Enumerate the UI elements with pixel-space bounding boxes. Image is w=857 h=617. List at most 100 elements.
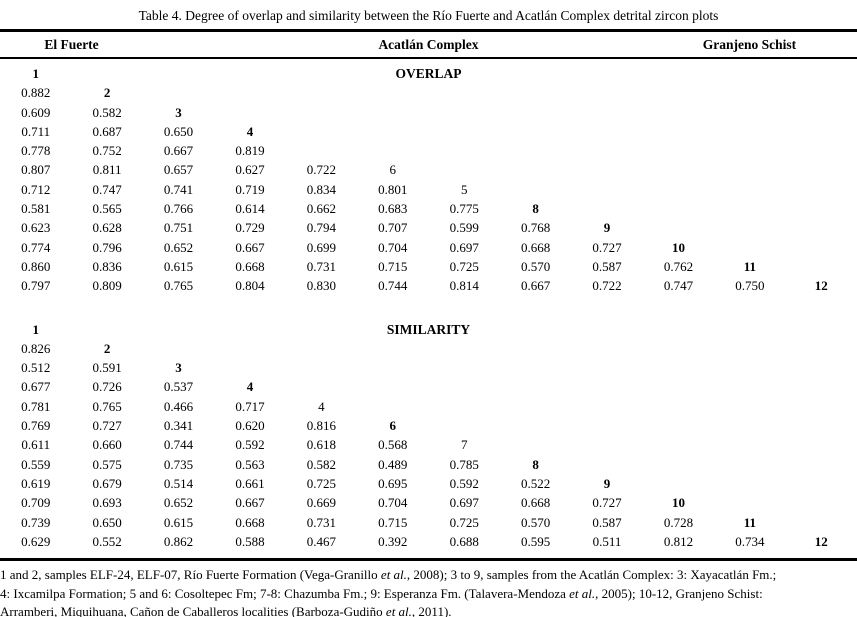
- header-rule: [0, 57, 857, 59]
- matrix-cell: 0.511: [592, 533, 622, 549]
- matrix-cell: 0.804: [235, 278, 265, 294]
- matrix-cell: 0.699: [306, 239, 336, 255]
- matrix-cell: 0.719: [235, 181, 265, 197]
- matrix-cell: 0.657: [163, 162, 194, 178]
- diagonal-label: 6: [389, 418, 397, 434]
- matrix-row: 0.512 0.591 3: [0, 358, 857, 377]
- matrix-cell: 0.711: [21, 123, 51, 139]
- matrix-cell: 0.667: [235, 495, 265, 511]
- matrix-cell: 0.751: [163, 220, 194, 236]
- matrix-cell: 0.627: [235, 162, 265, 178]
- matrix-cell: 0.620: [235, 418, 265, 434]
- matrix-cell: 0.811: [92, 162, 122, 178]
- matrix-cell: 0.715: [378, 514, 408, 530]
- matrix-cell: 0.731: [306, 514, 336, 530]
- matrix-cell: 0.668: [520, 239, 551, 255]
- matrix-cell: 0.466: [163, 398, 194, 414]
- matrix-cell: 0.722: [306, 162, 336, 178]
- bottom-rule: [0, 558, 857, 562]
- matrix-cell: 0.765: [163, 278, 194, 294]
- footnote-line: Arramberi, Miquihuana, Cañon de Caballer…: [0, 604, 452, 617]
- matrix-cell: 0.592: [449, 475, 479, 491]
- diagonal-label: 11: [743, 258, 757, 274]
- similarity-matrix: SIMILARITY 1 0.826 2 0.512 0.591 3 0.677 0.726 0…: [0, 320, 857, 552]
- matrix-cell: 0.727: [592, 239, 622, 255]
- diagonal-label: 10: [671, 495, 685, 511]
- matrix-cell: 0.797: [21, 278, 51, 294]
- matrix-cell: 0.882: [21, 85, 51, 101]
- matrix-cell: 0.618: [306, 437, 336, 453]
- matrix-row: 0.711 0.687 0.650 4: [0, 122, 857, 141]
- matrix-row: 0.781 0.765 0.466 0.717 4: [0, 397, 857, 416]
- matrix-cell: 0.836: [92, 258, 122, 274]
- matrix-cell: 0.592: [235, 437, 265, 453]
- matrix-cell: 0.667: [520, 278, 551, 294]
- matrix-cell: 0.860: [21, 258, 51, 274]
- matrix-cell: 0.582: [306, 456, 336, 472]
- diagonal-label: 6: [389, 162, 397, 178]
- matrix-cell: 0.628: [92, 220, 122, 236]
- diagonal-label: 8: [532, 456, 539, 472]
- matrix-cell: 0.615: [163, 514, 194, 530]
- matrix-cell: 0.650: [163, 123, 194, 139]
- header-el-fuerte: El Fuerte: [44, 37, 99, 52]
- matrix-row: 0.860 0.836 0.615 0.668 0.731 0.715 0.725 0.570…: [0, 257, 857, 276]
- matrix-cell: 0.568: [378, 437, 408, 453]
- matrix-cell: 0.781: [21, 398, 51, 414]
- matrix-cell: 0.731: [306, 258, 336, 274]
- matrix-cell: 0.762: [663, 258, 694, 274]
- matrix-cell: 0.722: [592, 278, 622, 294]
- matrix-cell: 0.704: [378, 495, 408, 511]
- matrix-cell: 0.582: [92, 104, 122, 120]
- matrix-cell: 0.599: [449, 220, 479, 236]
- matrix-cell: 0.814: [449, 278, 479, 294]
- matrix-row: 0.778 0.752 0.667 0.819: [0, 141, 857, 160]
- matrix-cell: 0.725: [449, 258, 479, 274]
- table-footnote: 1 and 2, samples ELF-24, ELF-07, Río Fue…: [0, 561, 857, 617]
- matrix-cell: 0.807: [21, 162, 51, 178]
- matrix-cell: 0.712: [21, 181, 51, 197]
- matrix-cell: 0.747: [663, 278, 694, 294]
- matrix-cell: 0.667: [235, 239, 265, 255]
- matrix-row: 0.629 0.552 0.862 0.588 0.467 0.392 0.688 0.595…: [0, 532, 857, 551]
- matrix-cell: 0.587: [592, 514, 622, 530]
- matrix-cell: 0.652: [163, 495, 194, 511]
- matrix-cell: 0.725: [306, 475, 336, 491]
- matrix-row: 0.559 0.575 0.735 0.563 0.582 0.489 0.785 8: [0, 455, 857, 474]
- diagonal-label: 12: [814, 278, 828, 294]
- matrix-cell: 0.595: [520, 533, 551, 549]
- matrix-cell: 0.668: [235, 514, 265, 530]
- diagonal-label: 2: [103, 85, 111, 101]
- matrix-cell: 0.747: [92, 181, 122, 197]
- diagonal-label: 1: [32, 66, 39, 81]
- matrix-cell: 0.514: [163, 475, 194, 491]
- matrix-cell: 0.785: [449, 456, 479, 472]
- matrix-cell: 0.739: [21, 514, 51, 530]
- header-acatlan-complex: Acatlán Complex: [378, 37, 479, 52]
- matrix-row: 0.826 2: [0, 339, 857, 358]
- matrix-cell: 0.794: [306, 220, 336, 236]
- matrix-cell: 0.669: [306, 495, 336, 511]
- diagonal-label: 10: [671, 239, 685, 255]
- matrix-cell: 0.744: [163, 437, 194, 453]
- footnote-line: 4: Ixcamilpa Formation; 5 and 6: Cosolte…: [0, 585, 763, 601]
- matrix-cell: 0.668: [520, 495, 551, 511]
- matrix-cell: 0.392: [378, 533, 408, 549]
- matrix-cell: 0.704: [378, 239, 408, 255]
- matrix-cell: 0.623: [21, 220, 51, 236]
- matrix-cell: 0.683: [378, 201, 408, 217]
- matrix-cell: 0.768: [520, 220, 551, 236]
- matrix-cell: 0.467: [306, 533, 336, 549]
- matrix-cell: 0.587: [592, 258, 622, 274]
- matrix-cell: 0.559: [21, 456, 51, 472]
- matrix-cell: 0.570: [520, 258, 551, 274]
- matrix-cell: 0.734: [735, 533, 765, 549]
- matrix-cell: 0.693: [92, 495, 122, 511]
- diagonal-label: 5: [460, 181, 468, 197]
- matrix-cell: 0.668: [235, 258, 265, 274]
- diagonal-label: 12: [814, 533, 828, 549]
- matrix-row: 0.769 0.727 0.341 0.620 0.816 6: [0, 416, 857, 435]
- matrix-cell: 0.660: [92, 437, 122, 453]
- matrix-cell: 0.629: [21, 533, 51, 549]
